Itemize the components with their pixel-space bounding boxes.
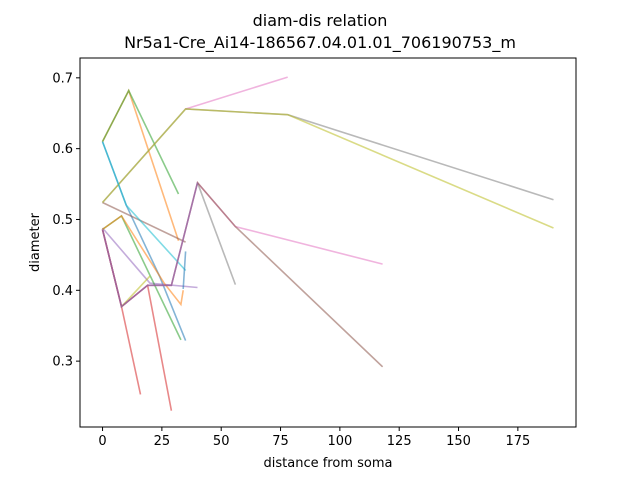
series-line <box>102 201 186 243</box>
series-line <box>101 141 187 341</box>
x-tick-label: 125 <box>387 434 412 449</box>
y-axis-label: diameter <box>28 212 43 272</box>
x-tick-label: 100 <box>327 434 352 449</box>
series-line <box>185 76 288 110</box>
y-tick-label: 0.7 <box>52 71 73 86</box>
series-line <box>182 251 187 289</box>
series-line <box>101 88 180 195</box>
series-line <box>101 227 198 289</box>
series-layer <box>101 76 554 411</box>
chart-title: diam-dis relation <box>252 11 388 30</box>
series-line <box>120 275 151 308</box>
x-axis: 0 25 50 75 100 125 150 175 <box>98 427 530 449</box>
x-tick-label: 175 <box>505 434 530 449</box>
series-line <box>101 182 199 309</box>
y-tick-label: 0.3 <box>52 355 73 370</box>
x-tick-label: 150 <box>446 434 471 449</box>
y-axis: 0.3 0.4 0.5 0.6 0.7 <box>52 71 80 370</box>
series-line <box>101 108 554 229</box>
series-line <box>102 214 184 307</box>
x-tick-label: 25 <box>154 434 171 449</box>
series-line <box>196 182 237 285</box>
x-tick-label: 0 <box>98 434 106 449</box>
plot-frame <box>79 57 577 428</box>
series-line <box>101 229 173 411</box>
chart-subtitle: Nr5a1-Cre_Ai14-186567.04.01.01_706190753… <box>124 33 516 52</box>
chart-title-block: diam-dis relation Nr5a1-Cre_Ai14-186567.… <box>0 10 640 54</box>
x-tick-label: 75 <box>272 434 289 449</box>
series-line <box>101 141 187 272</box>
x-tick-label: 50 <box>213 434 230 449</box>
x-axis-label: distance from soma <box>264 456 393 471</box>
y-tick-label: 0.4 <box>52 284 73 299</box>
y-tick-label: 0.5 <box>52 213 73 228</box>
series-line <box>101 181 384 368</box>
y-tick-label: 0.6 <box>52 142 73 157</box>
series-line <box>101 88 180 241</box>
series-line <box>101 108 554 204</box>
